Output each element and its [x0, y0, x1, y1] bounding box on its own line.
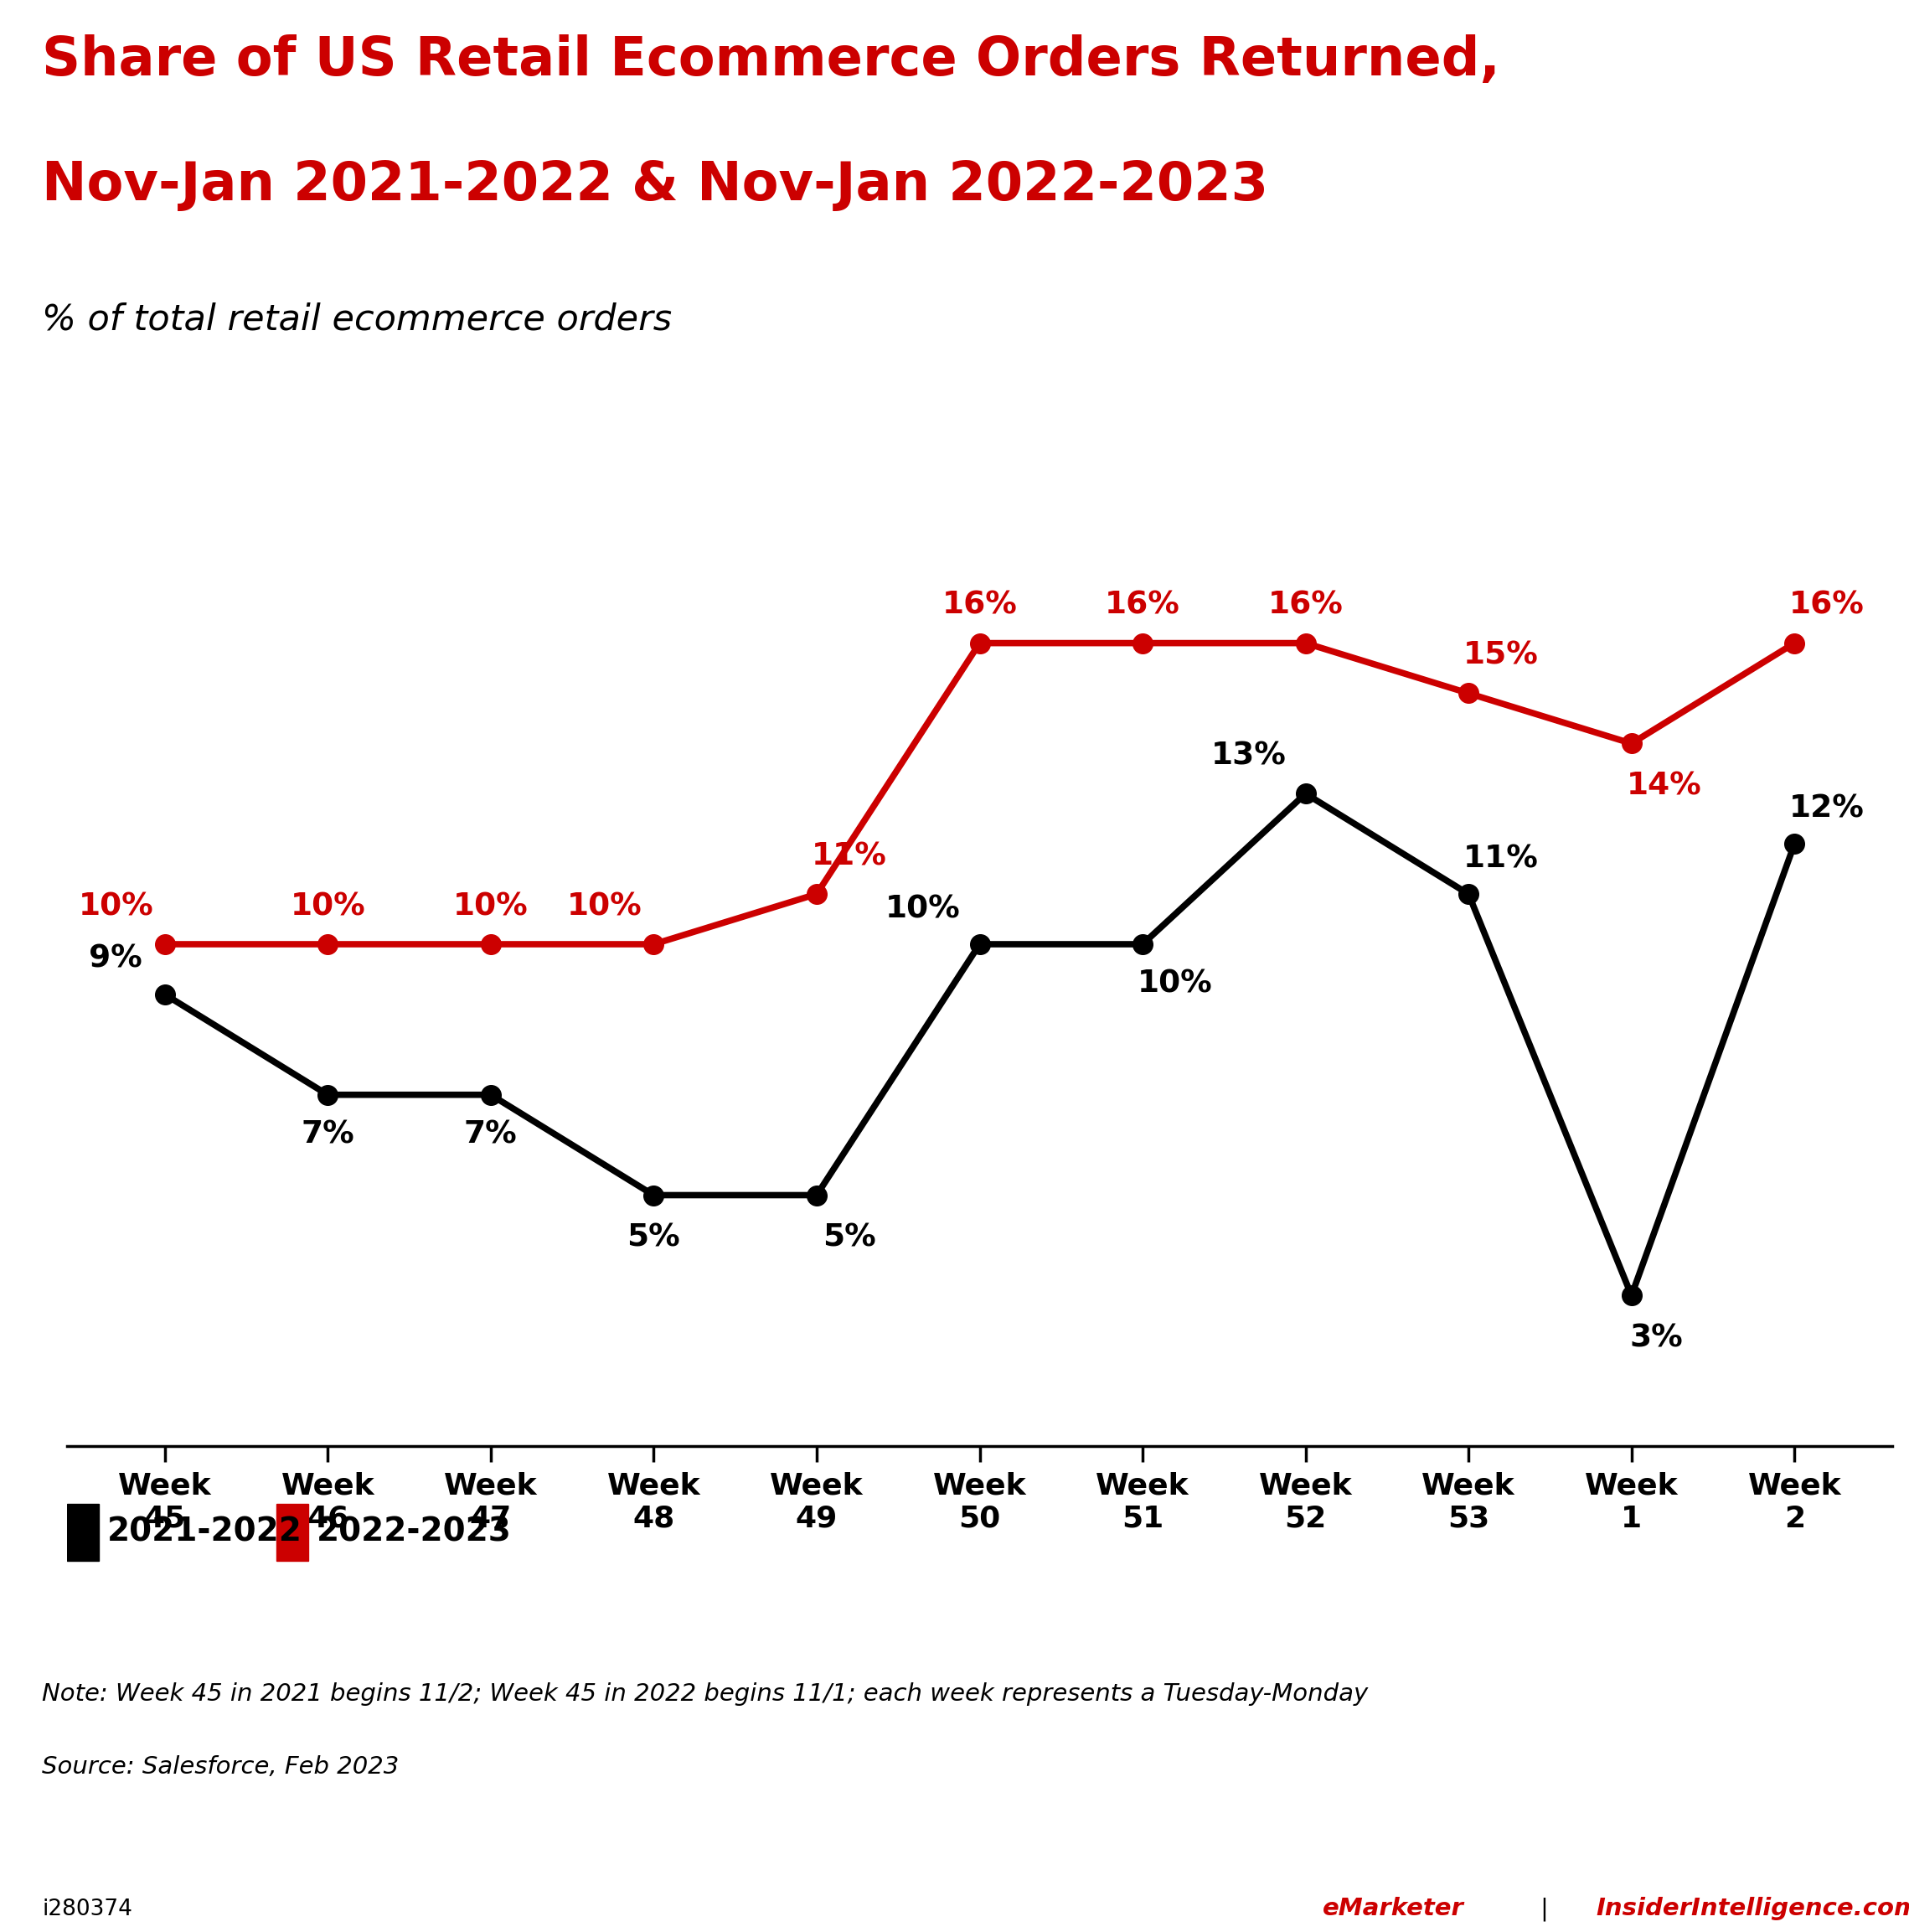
Text: 5%: 5%: [626, 1223, 680, 1252]
Text: 10%: 10%: [1138, 970, 1212, 999]
Text: 13%: 13%: [1210, 742, 1287, 771]
Text: 10%: 10%: [567, 891, 643, 922]
Text: 11%: 11%: [811, 840, 888, 871]
Text: InsiderIntelligence.com: InsiderIntelligence.com: [1596, 1897, 1909, 1920]
Text: Share of US Retail Ecommerce Orders Returned,: Share of US Retail Ecommerce Orders Retu…: [42, 35, 1500, 87]
Text: 7%: 7%: [302, 1121, 355, 1150]
Text: 14%: 14%: [1626, 771, 1701, 802]
Text: Nov-Jan 2021-2022 & Nov-Jan 2022-2023: Nov-Jan 2021-2022 & Nov-Jan 2022-2023: [42, 158, 1268, 211]
Text: 11%: 11%: [1464, 844, 1539, 873]
Text: 10%: 10%: [452, 891, 529, 922]
Text: 10%: 10%: [290, 891, 365, 922]
Text: 10%: 10%: [78, 891, 153, 922]
Text: eMarketer: eMarketer: [1323, 1897, 1464, 1920]
Text: 2022-2023: 2022-2023: [317, 1517, 512, 1548]
Text: 7%: 7%: [464, 1121, 517, 1150]
Text: 16%: 16%: [941, 591, 1017, 620]
Text: Source: Salesforce, Feb 2023: Source: Salesforce, Feb 2023: [42, 1756, 399, 1779]
Text: 15%: 15%: [1464, 641, 1539, 670]
Text: 16%: 16%: [1789, 591, 1865, 620]
Text: % of total retail ecommerce orders: % of total retail ecommerce orders: [42, 301, 672, 338]
Text: 12%: 12%: [1789, 794, 1865, 823]
Text: Note: Week 45 in 2021 begins 11/2; Week 45 in 2022 begins 11/1; each week repres: Note: Week 45 in 2021 begins 11/2; Week …: [42, 1683, 1369, 1706]
Text: 5%: 5%: [823, 1223, 876, 1252]
Text: |: |: [1539, 1897, 1548, 1920]
Text: 16%: 16%: [1105, 591, 1180, 620]
Text: 16%: 16%: [1268, 591, 1344, 620]
Bar: [67, 1503, 99, 1561]
Text: i280374: i280374: [42, 1897, 132, 1920]
Text: 2021-2022: 2021-2022: [107, 1517, 302, 1548]
Text: 3%: 3%: [1628, 1323, 1682, 1352]
Bar: [277, 1503, 307, 1561]
Text: 9%: 9%: [90, 945, 143, 974]
Text: 10%: 10%: [886, 895, 960, 923]
